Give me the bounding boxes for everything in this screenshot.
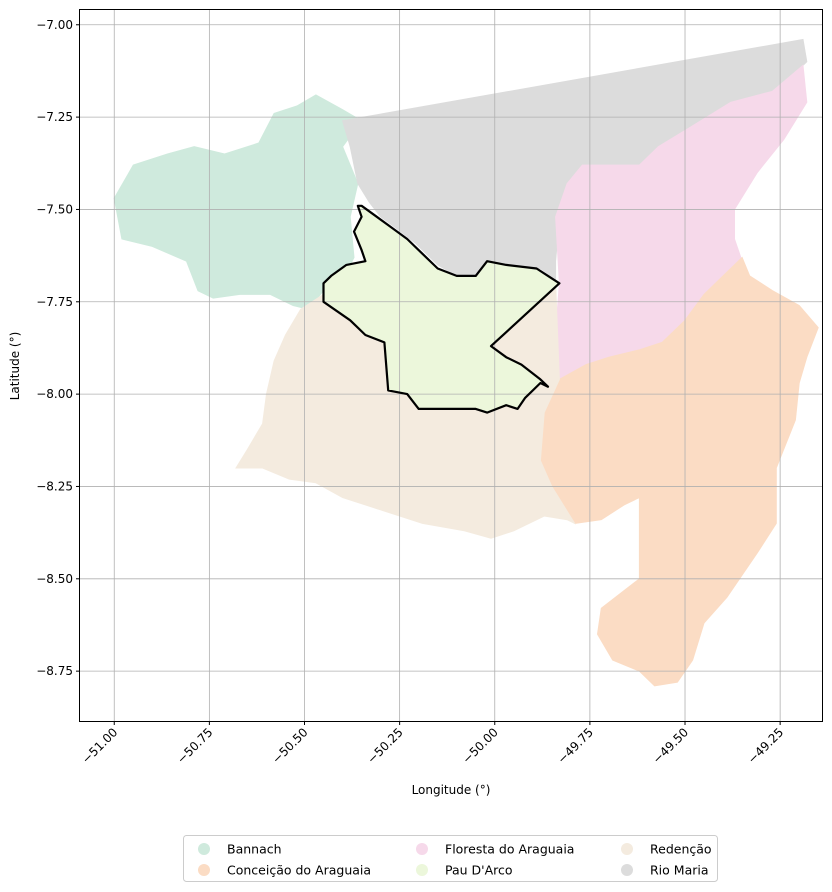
legend-marker	[416, 843, 428, 855]
y-tick-label: −7.50	[36, 202, 73, 216]
legend-item-floresta-do-araguaia: Floresta do Araguaia	[416, 842, 574, 857]
legend-marker	[416, 864, 428, 876]
legend-label: Bannach	[227, 842, 282, 857]
legend-marker	[621, 864, 633, 876]
legend-item-conceicao-do-araguaia: Conceição do Araguaia	[198, 863, 371, 878]
y-tick-label: −8.50	[36, 572, 73, 586]
legend-item-rio-maria: Rio Maria	[621, 863, 709, 878]
y-tick-label: −7.75	[36, 295, 73, 309]
x-axis-label: Longitude (°)	[412, 783, 491, 797]
axes-frame	[79, 9, 823, 722]
y-tick-label: −8.00	[36, 387, 73, 401]
legend-label: Redenção	[650, 842, 712, 857]
y-tick-label: −8.25	[36, 479, 73, 493]
legend-marker	[198, 864, 210, 876]
legend-box	[183, 835, 718, 882]
legend-marker	[198, 843, 210, 855]
regions-layer	[113, 38, 819, 687]
legend-item-bannach: Bannach	[198, 842, 282, 857]
y-axis-label: Latitude (°)	[8, 332, 22, 401]
y-tick-label: −8.75	[36, 664, 73, 678]
legend-label: Rio Maria	[650, 863, 709, 878]
y-tick-label: −7.00	[36, 18, 73, 32]
legend-items: Bannach Conceição do Araguaia Floresta do …	[198, 842, 712, 878]
legend-item-redencao: Redenção	[621, 842, 712, 857]
region-conceicao-do-araguaia	[539, 256, 819, 687]
legend-label: Floresta do Araguaia	[445, 842, 574, 857]
legend: Bannach Conceição do Araguaia Floresta do …	[183, 835, 718, 882]
legend-marker	[621, 843, 633, 855]
y-tick-label: −7.25	[36, 110, 73, 124]
highlight-outline-pau-d-arco	[322, 204, 561, 414]
legend-item-pau-d-arco: Pau D'Arco	[416, 863, 513, 878]
legend-label: Conceição do Araguaia	[227, 863, 371, 878]
legend-label: Pau D'Arco	[445, 863, 513, 878]
highlight-outline-layer	[322, 204, 561, 414]
grid-layer	[80, 10, 822, 721]
